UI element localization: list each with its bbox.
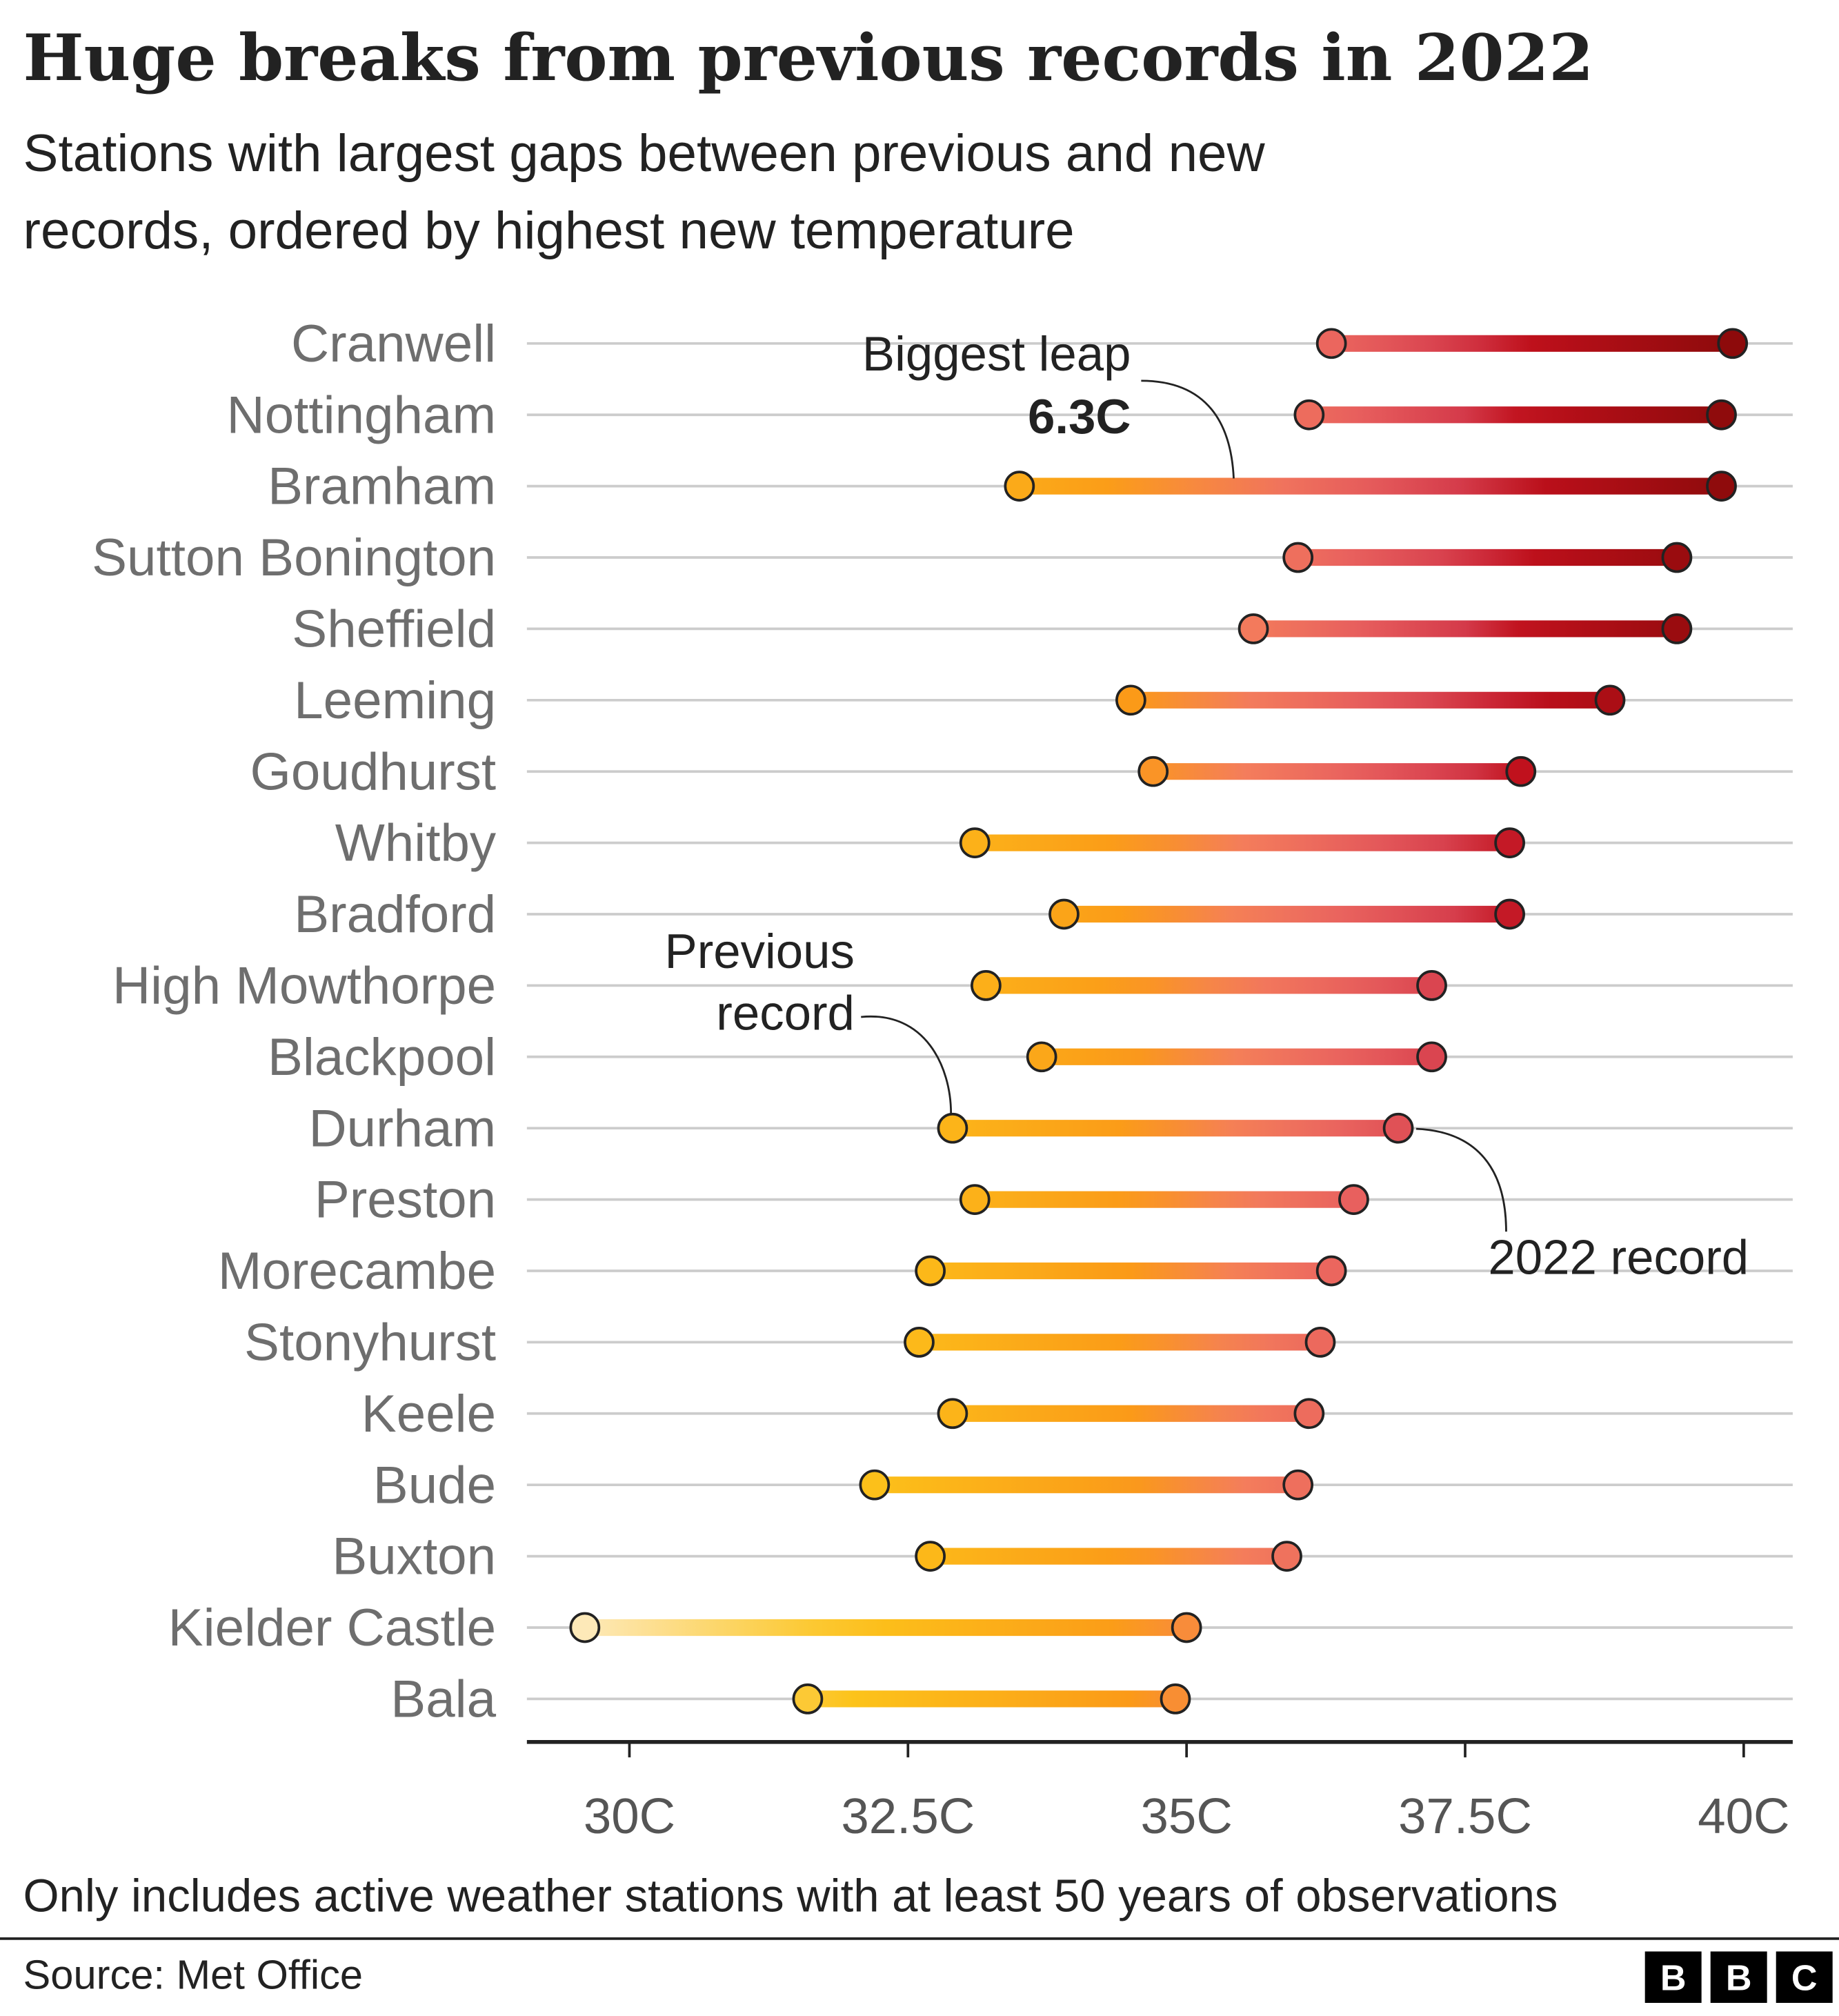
logo-block xyxy=(1710,1951,1767,2003)
record-dot xyxy=(1338,1184,1369,1215)
y-tick-label: Sheffield xyxy=(292,600,496,658)
previous-dot xyxy=(1026,1041,1057,1073)
previous-dot xyxy=(1282,542,1314,573)
record-dot xyxy=(1282,1469,1314,1501)
record-dot xyxy=(1382,1112,1414,1144)
y-tick-label: Sutton Bonington xyxy=(92,528,496,587)
x-tick-label: 30C xyxy=(584,1788,675,1844)
annotation-leader xyxy=(1416,1127,1507,1232)
logo-block xyxy=(1644,1951,1702,2003)
previous-dot xyxy=(915,1255,946,1287)
y-tick-label: Bramham xyxy=(268,457,496,516)
previous-dot xyxy=(1048,898,1080,930)
record-dot xyxy=(1505,755,1537,787)
y-tick-label: Stonyhurst xyxy=(244,1313,496,1372)
annotation: 2022 record xyxy=(1488,1231,1749,1285)
y-tick-label: Bala xyxy=(390,1670,496,1728)
y-tick-label: Whitby xyxy=(335,814,497,873)
subtitle: Stations with largest gaps between previ… xyxy=(23,124,1266,183)
chart-title: Huge breaks from previous records in 202… xyxy=(23,20,1594,95)
logo-letter: B xyxy=(1726,1958,1752,1998)
record-dot xyxy=(1271,1541,1302,1572)
record-dot xyxy=(1416,970,1447,1001)
record-dot xyxy=(1706,399,1737,431)
previous-dot xyxy=(1004,471,1035,502)
logo-letter: B xyxy=(1660,1958,1687,1998)
record-dot xyxy=(1706,471,1737,502)
y-tick-label: Buxton xyxy=(332,1528,496,1586)
previous-dot xyxy=(937,1112,968,1144)
previous-dot xyxy=(859,1469,891,1501)
y-tick-label: Cranwell xyxy=(291,315,496,373)
previous-dot xyxy=(1137,755,1169,787)
y-tick-label: Bude xyxy=(373,1456,496,1514)
record-dot xyxy=(1594,684,1626,716)
y-tick-label: Morecambe xyxy=(218,1242,496,1301)
y-tick-label: Blackpool xyxy=(268,1028,496,1087)
annotation: Previous xyxy=(665,925,855,979)
record-dot xyxy=(1293,1398,1325,1430)
previous-dot xyxy=(569,1612,601,1643)
record-dot xyxy=(1304,1327,1336,1358)
record-dot xyxy=(1315,1255,1347,1287)
previous-dot xyxy=(959,827,991,858)
y-tick-label: Goudhurst xyxy=(250,742,496,801)
previous-dot xyxy=(1315,328,1347,359)
record-dot xyxy=(1494,827,1525,858)
previous-dot xyxy=(1115,684,1146,716)
annotation-leader xyxy=(861,1015,953,1114)
annotation: Biggest leap xyxy=(862,327,1131,382)
y-tick-label: Bradford xyxy=(294,885,496,944)
record-dot xyxy=(1661,542,1693,573)
previous-dot xyxy=(792,1683,824,1714)
record-dot xyxy=(1494,898,1525,930)
previous-dot xyxy=(937,1398,968,1430)
y-tick-label: Nottingham xyxy=(227,386,497,444)
annotation: 6.3C xyxy=(1028,390,1131,444)
y-tick-label: High Mowthorpe xyxy=(112,956,496,1015)
record-dot xyxy=(1717,328,1749,359)
record-dot xyxy=(1160,1683,1191,1714)
x-tick-label: 35C xyxy=(1141,1788,1233,1844)
record-dot xyxy=(1171,1612,1202,1643)
source: Source: Met Office xyxy=(23,1951,364,1997)
y-tick-label: Leeming xyxy=(294,671,496,730)
x-tick-label: 32.5C xyxy=(841,1788,975,1844)
previous-dot xyxy=(915,1541,946,1572)
subtitle: records, ordered by highest new temperat… xyxy=(23,201,1075,260)
previous-dot xyxy=(1293,399,1325,431)
annotation: record xyxy=(716,987,855,1041)
record-dot xyxy=(1661,613,1693,644)
logo-block xyxy=(1776,1951,1833,2003)
record-dot xyxy=(1416,1041,1447,1073)
y-tick-label: Kielder Castle xyxy=(168,1599,496,1657)
x-tick-label: 37.5C xyxy=(1398,1788,1532,1844)
footnote: Only includes active weather stations wi… xyxy=(23,1870,1558,1922)
previous-dot xyxy=(904,1327,935,1358)
logo-letter: C xyxy=(1791,1958,1818,1998)
y-tick-label: Durham xyxy=(308,1099,496,1158)
y-tick-label: Preston xyxy=(315,1171,496,1229)
previous-dot xyxy=(1237,613,1269,644)
previous-dot xyxy=(959,1184,991,1215)
previous-dot xyxy=(971,970,1002,1001)
y-tick-label: Keele xyxy=(361,1385,496,1443)
annotation-leader xyxy=(1141,379,1235,479)
x-tick-label: 40C xyxy=(1698,1788,1789,1844)
